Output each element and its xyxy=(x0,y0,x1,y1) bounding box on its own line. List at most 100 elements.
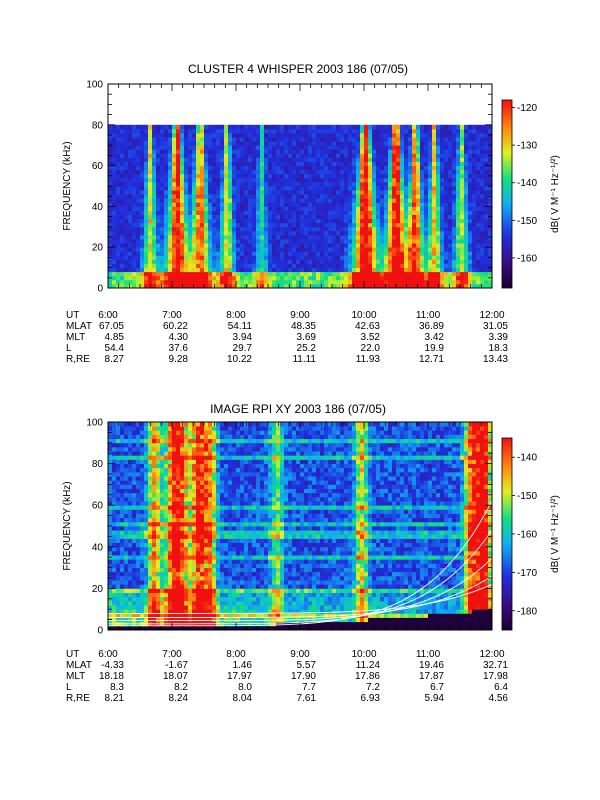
spectrogram-cell xyxy=(388,190,393,195)
spectrogram-cell xyxy=(212,149,217,154)
spectrogram-cell xyxy=(392,194,397,199)
spectrogram-cell xyxy=(360,259,365,264)
spectrogram-cell xyxy=(152,210,157,215)
spectrogram-cell xyxy=(276,239,281,244)
spectrogram-cell xyxy=(172,267,177,273)
spectrogram-cell xyxy=(364,181,369,187)
spectrogram-cell xyxy=(224,153,229,158)
spectrogram-cell xyxy=(136,149,141,154)
spectrogram-cell xyxy=(212,243,217,248)
spectrogram-cell xyxy=(152,546,157,552)
spectrogram-cell xyxy=(396,181,401,187)
spectrogram-cell xyxy=(468,206,473,211)
spectrogram-cell xyxy=(204,243,209,248)
spectrogram-cell xyxy=(272,226,277,232)
spectrogram-cell xyxy=(136,559,141,564)
spectrogram-cell xyxy=(132,438,137,444)
spectrogram-cell xyxy=(136,234,141,240)
spectrogram-cell xyxy=(132,263,137,268)
spectrogram-cell xyxy=(140,446,145,452)
spectrogram-cell xyxy=(400,263,405,268)
spectrogram-cell xyxy=(120,283,125,289)
spectrogram-cell xyxy=(432,132,437,138)
spectrogram-cell xyxy=(480,161,485,166)
spectrogram-cell xyxy=(192,173,197,179)
spectrogram-cell xyxy=(148,141,153,146)
spectrogram-cell xyxy=(460,149,465,154)
spectrogram-cell xyxy=(292,210,297,215)
spectrogram-cell xyxy=(120,563,125,568)
spectrogram-cell xyxy=(268,279,273,285)
spectrogram-cell xyxy=(160,550,165,556)
spectrogram-cell xyxy=(120,542,125,548)
spectrogram-cell xyxy=(432,239,437,244)
spectrogram-cell xyxy=(340,247,345,252)
spectrogram-cell xyxy=(140,124,145,130)
spectrogram-cell xyxy=(444,206,449,211)
spectrogram-cell xyxy=(300,283,305,289)
spectrogram-cell xyxy=(120,206,125,211)
spectrogram-cell xyxy=(292,251,297,256)
spectrogram-cell xyxy=(184,234,189,240)
spectrogram-cell xyxy=(168,463,173,469)
spectrogram-cell xyxy=(132,165,137,171)
spectrogram-cell xyxy=(124,555,129,560)
spectrogram-cells xyxy=(108,422,493,631)
spectrogram-cell xyxy=(436,141,441,146)
spectrogram-cell xyxy=(440,128,445,134)
spectrogram-cell xyxy=(428,210,433,215)
spectrogram-cell xyxy=(204,169,209,175)
spectrogram-cell xyxy=(148,555,153,560)
spectrogram-cell xyxy=(116,596,121,602)
spectrogram-cell xyxy=(168,534,173,539)
spectrogram-cell xyxy=(488,149,493,154)
spectrogram-cell xyxy=(456,157,461,162)
spectrogram-cell xyxy=(244,263,249,268)
spectrogram-cell xyxy=(220,161,225,166)
spectrogram-cell xyxy=(432,214,437,220)
spectrogram-cell xyxy=(192,186,197,191)
spectrogram-cell xyxy=(424,218,429,224)
spectrogram-cell xyxy=(136,617,141,623)
spectrogram-cell xyxy=(192,132,197,138)
spectrogram-cell xyxy=(204,153,209,158)
spectrogram-cell xyxy=(120,505,125,510)
spectrogram-cell xyxy=(140,555,145,560)
colorbar-label: dB( V M⁻¹ Hz⁻¹/²) xyxy=(550,155,561,233)
spectrogram-cell xyxy=(108,580,113,585)
spectrogram-cell xyxy=(136,530,141,535)
spectrogram-cell xyxy=(428,202,433,207)
spectrogram-cell xyxy=(120,521,125,527)
spectrogram-cell xyxy=(316,255,321,260)
spectrogram-cell xyxy=(112,571,117,577)
spectrogram-cell xyxy=(220,145,225,150)
spectrogram-cell xyxy=(316,251,321,256)
spectrogram-cell xyxy=(156,259,161,264)
spectrogram-cell xyxy=(180,584,185,589)
spectrogram-cell xyxy=(376,137,381,142)
spectrogram-cell xyxy=(224,271,229,277)
spectrogram-cell xyxy=(416,210,421,215)
spectrogram-cell xyxy=(340,234,345,240)
spectrogram-cell xyxy=(176,165,181,171)
spectrogram-cell xyxy=(168,517,173,523)
spectrogram-cell xyxy=(324,186,329,191)
spectrogram-cell xyxy=(160,488,165,494)
spectrogram-cell xyxy=(408,186,413,191)
spectrogram-cell xyxy=(120,230,125,236)
spectrogram-cell xyxy=(136,571,141,577)
spectrogram-cell xyxy=(176,559,181,564)
spectrogram-cell xyxy=(324,283,329,289)
spectrogram-cell xyxy=(240,234,245,240)
spectrogram-cell xyxy=(192,234,197,240)
spectrogram-cell xyxy=(336,124,341,130)
ephemeris-value: 31.05 xyxy=(483,321,508,332)
spectrogram-cell xyxy=(484,137,489,142)
spectrogram-cell xyxy=(428,239,433,244)
spectrogram-cell xyxy=(260,177,265,183)
spectrogram-cell xyxy=(484,206,489,211)
spectrogram-cell xyxy=(376,263,381,268)
spectrogram-cell xyxy=(324,271,329,277)
spectrogram-cell xyxy=(108,463,113,469)
spectrogram-cell xyxy=(128,538,133,544)
